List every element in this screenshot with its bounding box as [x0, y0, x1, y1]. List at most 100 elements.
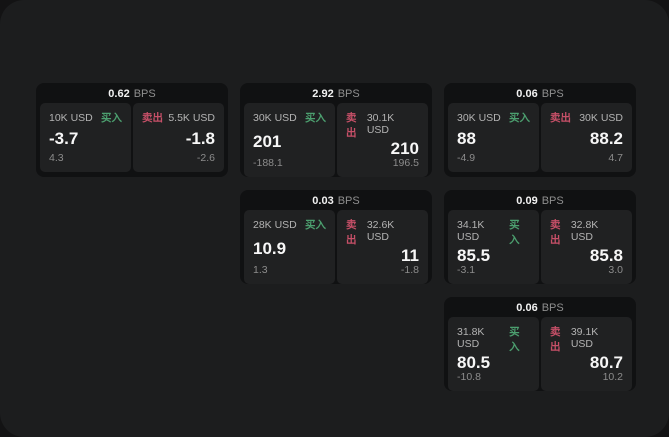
sell-side-label: 卖出	[346, 112, 357, 139]
spread-header: 0.06 BPS	[448, 83, 632, 103]
quote-card: 2.92 BPS 30K USD 买入 201 -188.1 卖出 30.1K U…	[240, 83, 432, 177]
buy-panel-top: 31.8K USD 买入	[457, 324, 530, 354]
quote-card: 0.03 BPS 28K USD 买入 10.9 1.3 卖出 32.6K USD…	[240, 190, 432, 284]
buy-amount: 10K USD	[49, 112, 93, 124]
buy-delta: -188.1	[253, 157, 283, 169]
buy-quote-panel[interactable]: 31.8K USD 买入 80.5 -10.8	[448, 317, 539, 391]
sell-amount: 5.5K USD	[168, 112, 215, 124]
spread-header: 0.06 BPS	[448, 297, 632, 317]
sell-amount: 32.8K USD	[570, 219, 599, 243]
sell-quote-panel[interactable]: 卖出 5.5K USD -1.8 -2.6	[133, 103, 224, 172]
buy-price: 80.5	[457, 353, 491, 372]
buy-delta: 4.3	[49, 152, 64, 164]
quote-card-body: 30K USD 买入 201 -188.1 卖出 30.1K USD 210 1…	[244, 103, 428, 177]
sell-side-label: 卖出	[550, 219, 561, 246]
buy-price: 85.5	[457, 246, 491, 265]
sell-delta: 4.7	[608, 152, 623, 164]
buy-quote-panel[interactable]: 34.1K USD 买入 85.5 -3.1	[448, 210, 539, 284]
quote-card-body: 10K USD 买入 -3.7 4.3 卖出 5.5K USD -1.8 -2.…	[40, 103, 224, 172]
quote-grid: 0.62 BPS 10K USD 买入 -3.7 4.3 卖出 5.5K USD …	[36, 83, 669, 391]
sell-panel-top: 卖出 39.1K USD	[550, 324, 623, 354]
sell-panel-top: 卖出 30K USD	[550, 110, 623, 125]
buy-quote-panel[interactable]: 30K USD 买入 201 -188.1	[244, 103, 335, 177]
spread-value: 0.06	[516, 302, 538, 314]
sell-price: 210	[390, 139, 419, 158]
sell-quote-panel[interactable]: 卖出 30.1K USD 210 196.5	[337, 103, 428, 177]
sell-delta: 196.5	[392, 157, 419, 169]
sell-quote-panel[interactable]: 卖出 32.6K USD 11 -1.8	[337, 210, 428, 284]
buy-price: 10.9	[253, 238, 287, 258]
buy-quote-panel[interactable]: 30K USD 买入 88 -4.9	[448, 103, 539, 172]
spread-value: 0.03	[312, 195, 334, 207]
bps-unit-label: BPS	[541, 88, 564, 100]
sell-side-label: 卖出	[142, 112, 163, 124]
bps-unit-label: BPS	[133, 88, 156, 100]
quote-card-body: 31.8K USD 买入 80.5 -10.8 卖出 39.1K USD 80.…	[448, 317, 632, 391]
spread-header: 2.92 BPS	[244, 83, 428, 103]
buy-side-label: 买入	[101, 112, 122, 124]
quote-card-body: 34.1K USD 买入 85.5 -3.1 卖出 32.8K USD 85.8…	[448, 210, 632, 284]
buy-amount: 34.1K USD	[457, 219, 485, 243]
sell-quote-panel[interactable]: 卖出 39.1K USD 80.7 10.2	[541, 317, 632, 391]
sell-price: -1.8	[185, 129, 215, 148]
buy-panel-top: 34.1K USD 买入	[457, 217, 530, 247]
sell-side-label: 卖出	[550, 326, 561, 353]
spread-header: 0.03 BPS	[244, 190, 428, 210]
sell-price: 85.8	[589, 246, 623, 265]
sell-panel-top: 卖出 32.8K USD	[550, 217, 623, 247]
spread-header: 0.09 BPS	[448, 190, 632, 210]
spread-value: 0.09	[516, 195, 538, 207]
buy-delta: -10.8	[457, 371, 481, 383]
buy-amount: 31.8K USD	[457, 326, 485, 350]
sell-delta: 3.0	[608, 264, 623, 276]
buy-side-label: 买入	[509, 219, 520, 246]
spread-value: 0.06	[516, 88, 538, 100]
buy-side-label: 买入	[305, 219, 326, 231]
bps-unit-label: BPS	[541, 195, 564, 207]
buy-amount: 30K USD	[253, 112, 297, 124]
sell-side-label: 卖出	[346, 219, 357, 246]
quote-card: 0.62 BPS 10K USD 买入 -3.7 4.3 卖出 5.5K USD …	[36, 83, 228, 177]
bps-unit-label: BPS	[337, 195, 360, 207]
sell-amount: 30K USD	[579, 112, 623, 124]
buy-panel-top: 10K USD 买入	[49, 110, 122, 125]
buy-panel-top: 30K USD 买入	[253, 110, 326, 125]
quote-card: 0.09 BPS 34.1K USD 买入 85.5 -3.1 卖出 32.8K …	[444, 190, 636, 284]
buy-price: -3.7	[49, 129, 79, 148]
sell-delta: -2.6	[196, 152, 215, 164]
sell-amount: 39.1K USD	[570, 326, 599, 350]
quote-card-body: 28K USD 买入 10.9 1.3 卖出 32.6K USD 11 -1.8	[244, 210, 428, 284]
sell-quote-panel[interactable]: 卖出 32.8K USD 85.8 3.0	[541, 210, 632, 284]
buy-delta: 1.3	[253, 264, 268, 276]
buy-quote-panel[interactable]: 28K USD 买入 10.9 1.3	[244, 210, 335, 284]
buy-delta: -4.9	[457, 152, 476, 164]
quote-card: 0.06 BPS 31.8K USD 买入 80.5 -10.8 卖出 39.1K…	[444, 297, 636, 391]
buy-panel-top: 30K USD 买入	[457, 110, 530, 125]
buy-amount: 28K USD	[253, 219, 297, 231]
quote-card-body: 30K USD 买入 88 -4.9 卖出 30K USD 88.2 4.7	[448, 103, 632, 172]
bps-unit-label: BPS	[337, 88, 360, 100]
sell-amount: 30.1K USD	[366, 112, 395, 136]
sell-panel-top: 卖出 30.1K USD	[346, 110, 419, 140]
sell-side-label: 卖出	[550, 112, 571, 124]
spread-value: 2.92	[312, 88, 334, 100]
buy-quote-panel[interactable]: 10K USD 买入 -3.7 4.3	[40, 103, 131, 172]
sell-amount: 32.6K USD	[366, 219, 395, 243]
buy-price: 201	[253, 131, 282, 151]
sell-delta: -1.8	[400, 264, 419, 276]
buy-side-label: 买入	[509, 326, 520, 353]
sell-price: 80.7	[589, 353, 623, 372]
buy-amount: 30K USD	[457, 112, 501, 124]
quote-card: 0.06 BPS 30K USD 买入 88 -4.9 卖出 30K USD 88…	[444, 83, 636, 177]
sell-price: 11	[401, 246, 419, 265]
bps-unit-label: BPS	[541, 302, 564, 314]
spread-value: 0.62	[108, 88, 130, 100]
sell-panel-top: 卖出 5.5K USD	[142, 110, 215, 125]
sell-quote-panel[interactable]: 卖出 30K USD 88.2 4.7	[541, 103, 632, 172]
buy-panel-top: 28K USD 买入	[253, 217, 326, 232]
sell-price: 88.2	[589, 129, 623, 148]
buy-side-label: 买入	[509, 112, 530, 124]
spread-header: 0.62 BPS	[40, 83, 224, 103]
sell-delta: 10.2	[602, 371, 623, 383]
